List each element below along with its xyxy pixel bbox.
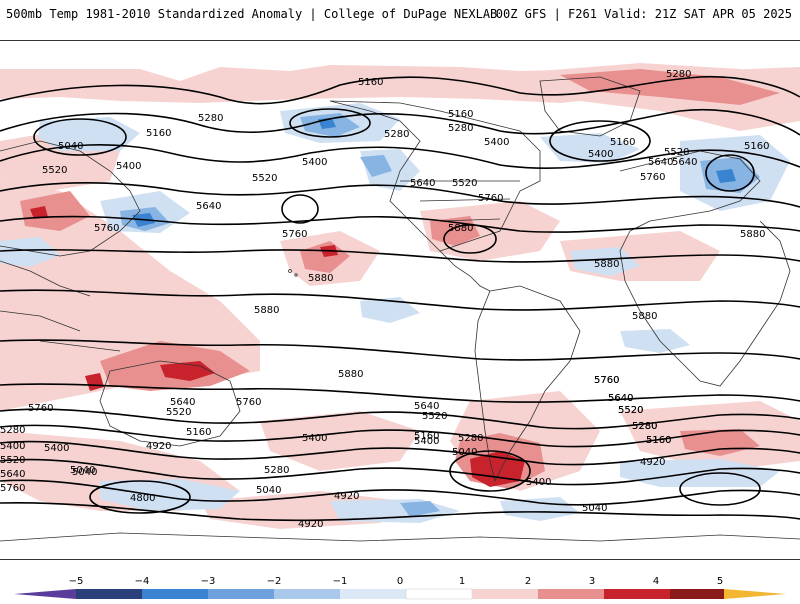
contour-label: 5880	[594, 259, 619, 270]
contour-label: 5760	[94, 223, 119, 234]
contour-label: 4800	[130, 493, 155, 504]
contour-label: 5880	[632, 311, 657, 322]
contour-label: 5520	[452, 178, 477, 189]
contour-label: 5880	[308, 273, 333, 284]
contour-label: 5280	[198, 113, 223, 124]
contour-label: 5400	[526, 477, 551, 488]
contour-label: 5760	[594, 375, 619, 386]
contour-label: 5040	[452, 447, 477, 458]
colorbar-tick-label: −3	[201, 576, 216, 587]
contour-label: 5400	[588, 149, 613, 160]
contour-label: 5160	[186, 427, 211, 438]
contour-label: 5760	[236, 397, 261, 408]
contour-label: 5160	[744, 141, 769, 152]
height-contours	[0, 75, 800, 522]
contour-label: 5520	[42, 165, 67, 176]
contour-label: 5520	[422, 411, 447, 422]
colorbar-tick-label: 2	[525, 576, 531, 587]
contour-label: 5160	[646, 435, 671, 446]
colorbar-tick-label: 5	[717, 576, 723, 587]
contour-label: 5040	[58, 141, 83, 152]
colorbar-tick-label: −5	[69, 576, 84, 587]
colorbar-tick-label: −2	[267, 576, 282, 587]
contour-label: 5400	[302, 157, 327, 168]
contour-label: 5880	[254, 305, 279, 316]
contour-label: 5400	[44, 443, 69, 454]
contour-label: 5400	[484, 137, 509, 148]
world-map: 5160 5280 5160 5280 5040 5400 5520 5640 …	[0, 40, 800, 560]
model-run-info: 00Z GFS | F261 Valid: 21Z SAT APR 05 202…	[495, 7, 792, 21]
colorbar-tick-label: −1	[333, 576, 348, 587]
contour-label: 5760	[478, 193, 503, 204]
contour-label: 5520	[618, 405, 643, 416]
contour-label: 5880	[740, 229, 765, 240]
contour-label: 5280	[264, 465, 289, 476]
contour-label: 5400	[302, 433, 327, 444]
contour-label: 4920	[298, 519, 323, 530]
contour-label: 5160	[146, 128, 171, 139]
colorbar-tick-label: 0	[397, 576, 403, 587]
contour-label: 5760	[282, 229, 307, 240]
contour-label: 5280	[632, 421, 657, 432]
anomaly-colorbar: −5 −4 −3 −2 −1 0 1 2 3 4 5	[0, 572, 800, 600]
contour-label: 5760	[28, 403, 53, 414]
contour-label: 5160	[358, 77, 383, 88]
contour-label: 5040	[256, 485, 281, 496]
colorbar-tick-label: 3	[589, 576, 595, 587]
contour-label: 5640	[672, 157, 697, 168]
contour-label: 5040	[70, 465, 95, 476]
contour-label: 5520	[166, 407, 191, 418]
contour-label: 5640	[608, 393, 633, 404]
contour-label: 5520	[664, 147, 689, 158]
contour-label: 5640	[0, 469, 25, 480]
contour-label: 5760	[640, 172, 665, 183]
map-title: 500mb Temp 1981-2010 Standardized Anomal…	[6, 7, 498, 21]
contour-label: 5160	[414, 431, 439, 442]
contour-label: 5520	[252, 173, 277, 184]
contour-label: 5400	[116, 161, 141, 172]
contour-label: 5280	[448, 123, 473, 134]
contour-label: 5280	[384, 129, 409, 140]
contour-label: 5760	[594, 375, 619, 386]
contour-label: 5640	[414, 401, 439, 412]
contour-label: 5520	[618, 405, 643, 416]
colorbar-tick-label: 1	[459, 576, 465, 587]
contour-label: 5280	[632, 421, 657, 432]
contour-label: 5040	[72, 467, 97, 478]
contour-label: 5640	[648, 157, 673, 168]
contour-label: 5520	[0, 455, 25, 466]
contour-label: 5160	[448, 109, 473, 120]
contour-label: 5160	[646, 435, 671, 446]
contour-label: 5280	[458, 433, 483, 444]
contour-label: 5760	[0, 483, 25, 494]
contour-label: 5280	[0, 425, 25, 436]
contour-label: 5640	[196, 201, 221, 212]
contour-label: 5400	[0, 441, 25, 452]
contour-label: 4920	[334, 491, 359, 502]
contour-label: 5040	[582, 503, 607, 514]
contour-label: 5640	[608, 393, 633, 404]
contour-label: 5400	[414, 436, 439, 447]
contour-label: 5280	[666, 69, 691, 80]
contour-label: 5640	[170, 397, 195, 408]
contour-labels: 5160 5280 5160 5280 5040 5400 5520 5640 …	[0, 69, 769, 530]
contour-label: 4920	[146, 441, 171, 452]
colorbar-tick-label: 4	[653, 576, 659, 587]
contour-label: 5880	[338, 369, 363, 380]
anomaly-shading	[0, 63, 800, 529]
contour-label: 5880	[448, 223, 473, 234]
contour-label: 4920	[640, 457, 665, 468]
contour-label: 5160	[610, 137, 635, 148]
contour-label: 5640	[410, 178, 435, 189]
title-bar: 500mb Temp 1981-2010 Standardized Anomal…	[0, 0, 800, 30]
colorbar-tick-label: −4	[135, 576, 150, 587]
